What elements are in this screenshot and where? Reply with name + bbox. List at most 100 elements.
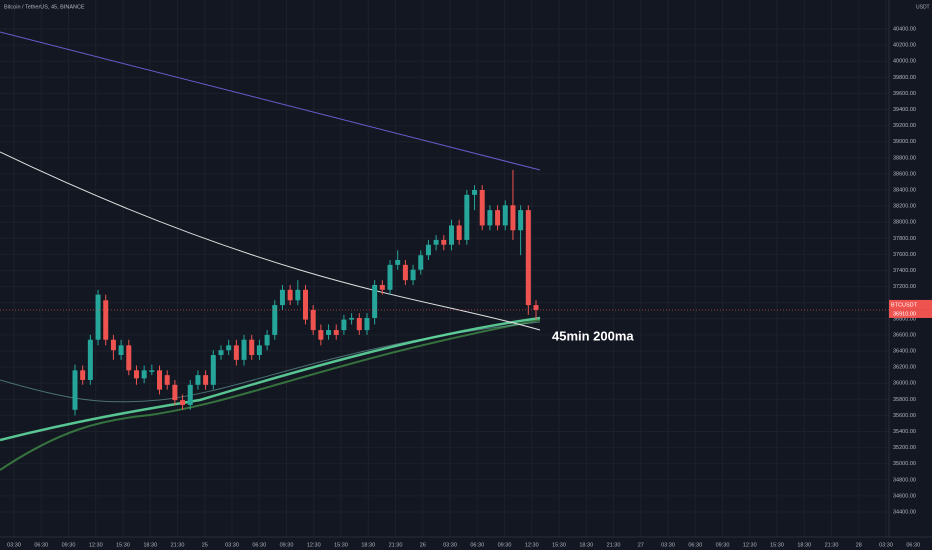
y-tick-label: 36800.00 (893, 316, 916, 322)
ribbon (0, 316, 541, 442)
x-tick-label: 28 (856, 542, 862, 548)
y-tick-label: 36400.00 (893, 348, 916, 354)
candle-body (126, 345, 132, 371)
y-tick-label: 38000.00 (893, 220, 916, 226)
candle-body (533, 305, 539, 310)
y-tick-label: 38400.00 (893, 187, 916, 193)
x-tick-label: 18:30 (143, 542, 157, 548)
currency: USDT (916, 4, 930, 10)
candle-body (133, 370, 139, 379)
candle-body (249, 339, 255, 356)
y-tick-label: 37400.00 (893, 268, 916, 274)
symbol: Bitcoin / TetherUS, 45, BINANCE (4, 4, 85, 10)
candle-body (495, 210, 501, 226)
x-tick-label: 06:30 (34, 542, 48, 548)
candle-body (356, 317, 362, 331)
x-tick-label: 18:30 (361, 542, 375, 548)
candle-body (141, 370, 147, 379)
candle-body (464, 194, 470, 240)
x-tick-label: 06:30 (470, 542, 484, 548)
y-tick-label: 38200.00 (893, 204, 916, 210)
x-tick-label: 12:30 (743, 542, 757, 548)
candle-body (502, 205, 508, 226)
candle-body (203, 375, 209, 385)
candle-body (210, 355, 216, 385)
ticker-tag (889, 299, 932, 310)
y-tick-label: 34600.00 (893, 493, 916, 499)
candle-body (448, 225, 454, 245)
candle-body (333, 330, 339, 335)
y-tick-label: 36000.00 (893, 381, 916, 387)
candle-body (433, 239, 439, 245)
candle-body (364, 317, 370, 331)
y-tick-label: 39000.00 (893, 139, 916, 145)
y-tick-label: 40000.00 (893, 59, 916, 65)
annotation: 45min 200ma (552, 328, 634, 343)
candle-body (287, 289, 293, 301)
candle-body (379, 284, 385, 290)
candle-body (510, 205, 516, 231)
x-tick-label: 12:30 (89, 542, 103, 548)
axis: 34400.00 34600.00 34800.00 35000.00 35200.00… (7, 26, 932, 548)
candle-body (264, 334, 270, 346)
x-tick-label: 25 (202, 542, 208, 548)
y-tick-label: 37800.00 (893, 236, 916, 242)
x-tick-label: 15:30 (770, 542, 784, 548)
candle-body (349, 317, 355, 320)
y-tick-label: 40200.00 (893, 43, 916, 49)
candle-body (241, 339, 247, 360)
y-tick-label: 35200.00 (893, 445, 916, 451)
x-tick-label: 09:30 (62, 542, 76, 548)
candle-body (395, 260, 401, 265)
candle-body (87, 339, 93, 380)
ticker: BTCUSDT (891, 302, 918, 308)
x-tick-label: 12:30 (525, 542, 539, 548)
x-tick-label: 27 (638, 542, 644, 548)
price-axis (889, 0, 932, 537)
y-tick-label: 36600.00 (893, 332, 916, 338)
candle-body (180, 400, 186, 405)
ma-200 (0, 151, 541, 331)
y-tick-label: 36200.00 (893, 365, 916, 371)
ma-line (0, 31, 541, 171)
candle-body (226, 345, 232, 351)
x-tick-label: 09:30 (280, 542, 294, 548)
candle-body (372, 284, 378, 318)
x-tick-label: 21:30 (171, 542, 185, 548)
candle-body (149, 370, 155, 372)
candle-body (187, 384, 193, 405)
x-tick-label: 03:30 (7, 542, 21, 548)
x-tick-label: 15:30 (334, 542, 348, 548)
candle-body (425, 244, 431, 256)
y-tick-label: 37200.00 (893, 284, 916, 290)
candle-body (95, 294, 101, 340)
candle-body (387, 264, 393, 290)
candle-body (518, 210, 524, 231)
x-tick-label: 06:30 (252, 542, 266, 548)
candle-body (172, 384, 178, 401)
candle-body (80, 370, 86, 380)
y-tick-label: 35400.00 (893, 429, 916, 435)
candle-body (164, 375, 170, 385)
candle-body (402, 264, 408, 281)
candle-body (157, 370, 163, 390)
x-tick-label: 03:30 (879, 542, 893, 548)
candle-body (472, 190, 478, 195)
y-tick-label: 40400.00 (893, 26, 916, 32)
x-tick-label: 12:30 (307, 542, 321, 548)
x-tick-label: 26 (420, 542, 426, 548)
candle-body (72, 370, 78, 410)
price-tag (889, 309, 932, 318)
x-tick-label: 03:30 (661, 542, 675, 548)
candle-body (195, 375, 201, 385)
candle-body (118, 345, 124, 356)
x-tick-label: 15:30 (552, 542, 566, 548)
x-tick-label: 06:30 (688, 542, 702, 548)
candle-body (410, 269, 416, 281)
y-tick-label: 34400.00 (893, 509, 916, 515)
candle-body (295, 289, 301, 301)
y-tick-label: 39600.00 (893, 91, 916, 97)
x-tick-label: 15:30 (116, 542, 130, 548)
